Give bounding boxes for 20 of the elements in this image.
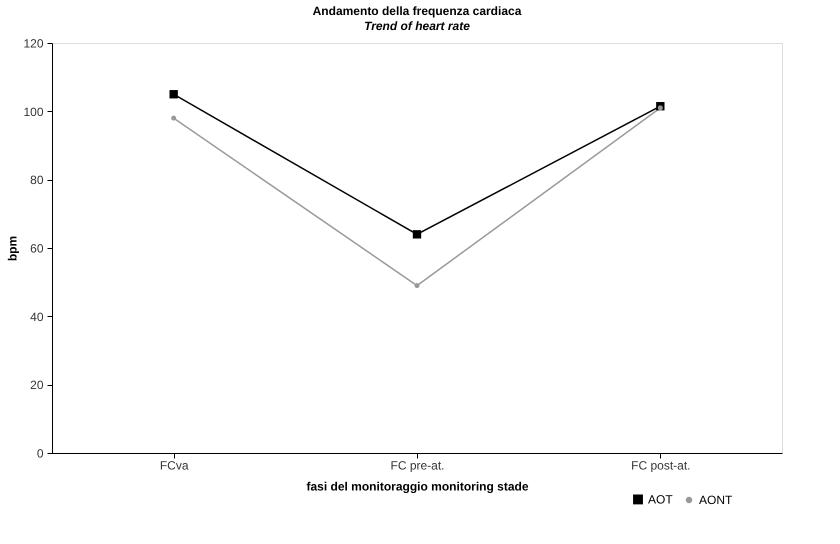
y-tick-label: 120 xyxy=(23,36,44,50)
y-axis-title: bpm xyxy=(5,236,20,262)
y-tick-label: 80 xyxy=(30,173,44,188)
chart-subtitle: Trend of heart rate xyxy=(364,19,470,33)
point xyxy=(412,230,422,239)
point xyxy=(169,90,178,98)
x-tick-label: FCva xyxy=(160,458,189,472)
legend-label: AONT xyxy=(699,493,734,507)
y-tick-label: 100 xyxy=(23,104,44,119)
y-tick-label: 0 xyxy=(36,446,44,460)
x-tick-label: FC pre-at. xyxy=(390,458,445,472)
x-axis-title: fasi del monitoraggio monitoring stade xyxy=(306,480,529,494)
chart-title: Andamento della frequenza cardiaca xyxy=(312,4,522,18)
legend-label: AOT xyxy=(648,492,674,506)
x-tick-label: FC post-at. xyxy=(631,458,691,472)
point xyxy=(414,283,420,288)
y-tick-label: 20 xyxy=(30,378,44,392)
point xyxy=(171,116,176,121)
y-tick-label: 60 xyxy=(30,242,44,256)
y-tick-label: 40 xyxy=(30,310,44,324)
